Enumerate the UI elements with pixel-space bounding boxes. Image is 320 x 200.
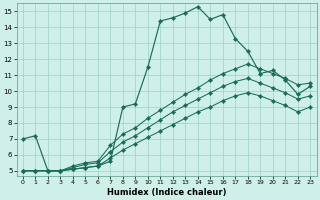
X-axis label: Humidex (Indice chaleur): Humidex (Indice chaleur)	[107, 188, 226, 197]
